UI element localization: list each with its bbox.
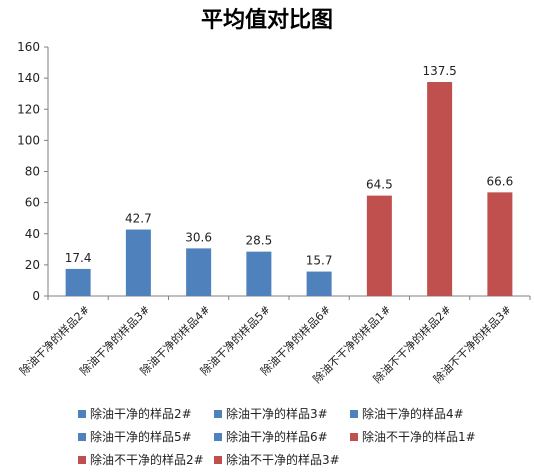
legend-label: 除油干净的样品5# [90, 430, 192, 444]
data-label: 42.7 [125, 212, 152, 226]
data-label: 28.5 [246, 234, 273, 248]
legend-item: 除油不干净的样品1# [350, 428, 486, 445]
bar [125, 229, 151, 296]
y-tick-label: 20 [25, 258, 40, 272]
legend-label: 除油干净的样品6# [226, 430, 328, 444]
legend-item: 除油干净的样品5# [78, 428, 214, 445]
y-tick-label: 140 [17, 71, 40, 85]
y-tick-label: 80 [25, 165, 40, 179]
legend-item: 除油干净的样品6# [214, 428, 350, 445]
legend-swatch [78, 455, 86, 464]
data-label: 15.7 [306, 254, 333, 268]
legend-item: 除油干净的样品2# [78, 405, 214, 422]
data-label: 137.5 [422, 64, 456, 78]
y-tick-label: 120 [17, 102, 40, 116]
y-tick-label: 0 [32, 289, 40, 303]
y-tick-label: 100 [17, 133, 40, 147]
legend-swatch [214, 455, 222, 464]
legend-label: 除油不干净的样品1# [362, 430, 476, 444]
bar [246, 251, 272, 296]
bar [487, 192, 513, 296]
legend-swatch [350, 432, 358, 441]
legend-swatch [350, 409, 358, 418]
bar [427, 82, 453, 296]
legend-label: 除油干净的样品2# [90, 407, 192, 421]
bar [366, 195, 392, 296]
data-label: 64.5 [366, 178, 393, 192]
bar [65, 268, 91, 296]
legend-row: 除油干净的样品5# 除油干净的样品6# 除油不干净的样品1# [78, 425, 518, 448]
legend-label: 除油干净的样品4# [362, 407, 464, 421]
data-label: 30.6 [185, 230, 212, 244]
legend-swatch [214, 409, 222, 418]
legend-label: 除油不干净的样品2# [90, 453, 204, 467]
legend-item: 除油干净的样品3# [214, 405, 350, 422]
data-label: 17.4 [65, 251, 92, 265]
y-tick-label: 160 [17, 40, 40, 54]
data-label: 66.6 [487, 174, 514, 188]
chart-legend: 除油干净的样品2# 除油干净的样品3# 除油干净的样品4# 除油干净的样品5# 除油干净… [78, 402, 518, 471]
chart-title: 平均值对比图 [200, 8, 333, 33]
legend-item: 除油不干净的样品2# [78, 451, 214, 468]
y-tick-label: 60 [25, 196, 40, 210]
bar [306, 271, 332, 296]
legend-row: 除油不干净的样品2# 除油不干净的样品3# [78, 448, 518, 471]
legend-item: 除油干净的样品4# [350, 405, 486, 422]
legend-label: 除油干净的样品3# [226, 407, 328, 421]
legend-item: 除油不干净的样品3# [214, 451, 350, 468]
bar-chart: 02040608010012014016017.4除油干净的样品2#42.7除油… [16, 40, 531, 386]
legend-swatch [214, 432, 222, 441]
legend-row: 除油干净的样品2# 除油干净的样品3# 除油干净的样品4# [78, 402, 518, 425]
legend-swatch [78, 432, 86, 441]
legend-swatch [78, 409, 86, 418]
y-tick-label: 40 [25, 227, 40, 241]
bar [186, 248, 212, 296]
legend-label: 除油不干净的样品3# [226, 453, 340, 467]
